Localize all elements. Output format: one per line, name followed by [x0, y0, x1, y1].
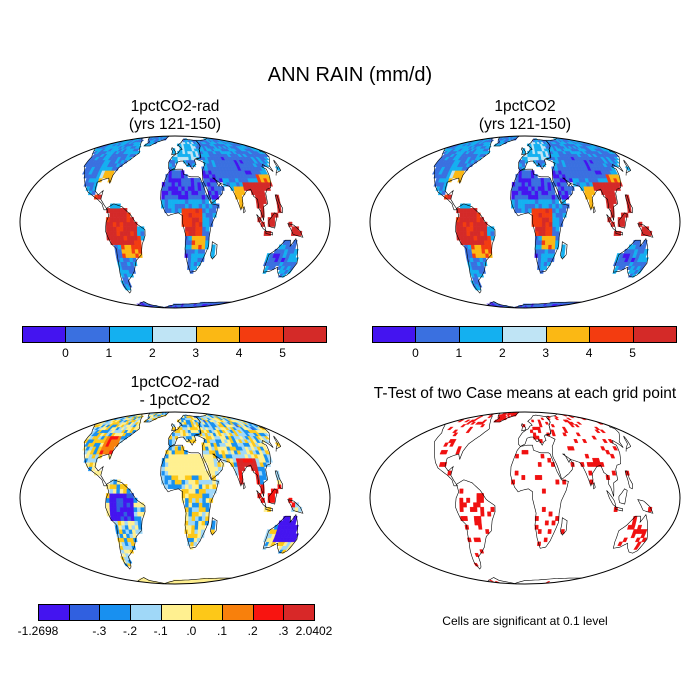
- colorbar-swatch: [458, 326, 504, 343]
- colorbar-tick-label: 1: [455, 346, 463, 360]
- panel-title-line1: 1pctCO2-rad: [130, 98, 220, 115]
- colorbar-tick-label: -.1: [153, 624, 168, 638]
- panel-title-1pctco2: 1pctCO2 (yrs 121-150): [375, 98, 675, 134]
- colorbar-tick-label: 3: [542, 346, 550, 360]
- coastlines: [431, 136, 658, 308]
- panel-title-line2: (yrs 121-150): [128, 116, 222, 133]
- panel-title-line2: - 1pctCO2: [139, 392, 211, 409]
- colorbar-swatch: [22, 326, 67, 343]
- panel-title-line1: T-Test of two Case means at each grid po…: [373, 385, 677, 402]
- map-border: [19, 135, 331, 309]
- main-title: ANN RAIN (mm/d): [267, 64, 433, 86]
- colorbar-tick-label: -1.2698: [17, 624, 59, 638]
- colorbar-swatch: [195, 326, 241, 343]
- colorbar-swatch: [252, 604, 285, 621]
- colorbar-swatch: [65, 326, 110, 343]
- colorbar-swatch: [108, 326, 154, 343]
- map-border: [19, 411, 331, 585]
- colorbar-tick-label: -.3: [92, 624, 107, 638]
- colorbar-swatch: [545, 326, 591, 343]
- colorbar-tick-label: 0: [62, 346, 69, 360]
- colorbar-swatch: [160, 604, 193, 621]
- colorbar-swatch: [38, 604, 70, 621]
- colorbar-swatch: [415, 326, 460, 343]
- colorbar-tick-label: 2: [498, 346, 506, 360]
- colorbar-tick-label: .3: [278, 624, 289, 638]
- map-border: [369, 411, 681, 585]
- map-ttest-significance: [369, 411, 681, 585]
- colorbar-difference: -1.2698 -.3 -.2 -.1 .0 .1 .2 .3 2.0402: [18, 604, 332, 644]
- colorbar-swatch: [130, 604, 162, 621]
- map-difference: [19, 411, 331, 585]
- panel-title-rad: 1pctCO2-rad (yrs 121-150): [25, 98, 325, 134]
- colorbar-swatch: [99, 604, 131, 621]
- panel-title-line1: 1pctCO2: [494, 98, 556, 115]
- colorbar-swatch: [222, 604, 254, 621]
- panel-title-difference: 1pctCO2-rad - 1pctCO2: [25, 374, 325, 410]
- colorbar-swatch: [632, 326, 677, 343]
- colorbar-tick-label: .2: [247, 624, 258, 638]
- significance-note: Cells are significant at 0.1 level: [442, 614, 608, 628]
- panel-title-ttest: T-Test of two Case means at each grid po…: [355, 385, 695, 403]
- colorbar-swatch: [589, 326, 634, 343]
- map-1pctco2-rad: [19, 135, 331, 309]
- colorbar-swatch: [282, 326, 327, 343]
- colorbar-tick-label: .1: [216, 624, 228, 638]
- colorbar-precip-right: 0 1 2 3 4 5: [372, 326, 677, 366]
- colorbar-swatch: [68, 604, 101, 621]
- colorbar-tick-label: 0: [412, 346, 419, 360]
- colorbar-tick-label: 3: [192, 346, 200, 360]
- map-background: [370, 412, 680, 584]
- map-border: [369, 135, 681, 309]
- colorbar-swatch: [152, 326, 197, 343]
- panel-title-line2: (yrs 121-150): [478, 116, 572, 133]
- colorbar-tick-label: 4: [235, 346, 243, 360]
- colorbar-swatch: [502, 326, 547, 343]
- colorbar-tick-label: 2: [148, 346, 156, 360]
- colorbar-swatch: [191, 604, 223, 621]
- colorbar-tick-label: 2.0402: [295, 624, 333, 638]
- colorbar-swatch: [283, 604, 315, 621]
- colorbar-tick-label: .0: [186, 624, 197, 638]
- colorbar-swatch: [239, 326, 284, 343]
- colorbar-tick-label: 1: [105, 346, 113, 360]
- panel-title-line1: 1pctCO2-rad: [130, 374, 220, 391]
- colorbar-tick-label: 5: [279, 346, 286, 360]
- colorbar-tick-label: 4: [585, 346, 593, 360]
- colorbar-tick-label: -.2: [122, 624, 138, 638]
- map-1pctco2: [369, 135, 681, 309]
- colorbar-tick-label: 5: [629, 346, 636, 360]
- colorbar-swatch: [372, 326, 417, 343]
- colorbar-precip-left: 0 1 2 3 4 5: [22, 326, 327, 366]
